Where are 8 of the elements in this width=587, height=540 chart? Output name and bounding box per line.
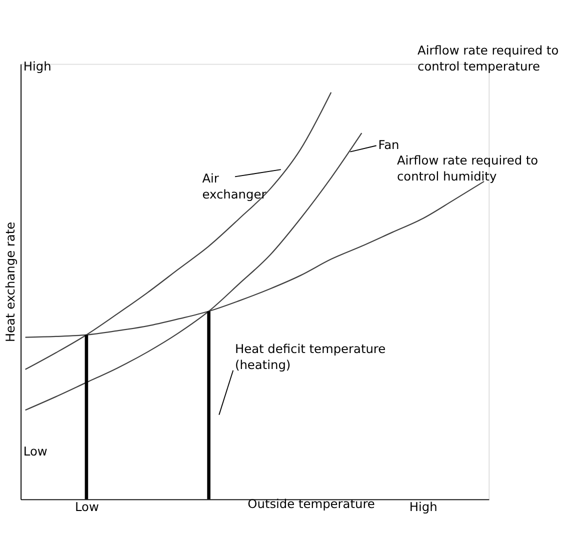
annotation: Airflow rate required to control humidity: [396, 154, 538, 184]
text: High: [23, 60, 52, 74]
annotation: Low: [23, 444, 48, 458]
text: Airflow rate required to control temperature: [418, 44, 559, 74]
annotation: Fan: [378, 138, 400, 152]
annotation: Heat deficit temperature (heating): [234, 342, 386, 372]
y-axis-title: Heat exchange rate: [4, 222, 18, 342]
x-axis-title: Outside temperature: [248, 497, 375, 512]
